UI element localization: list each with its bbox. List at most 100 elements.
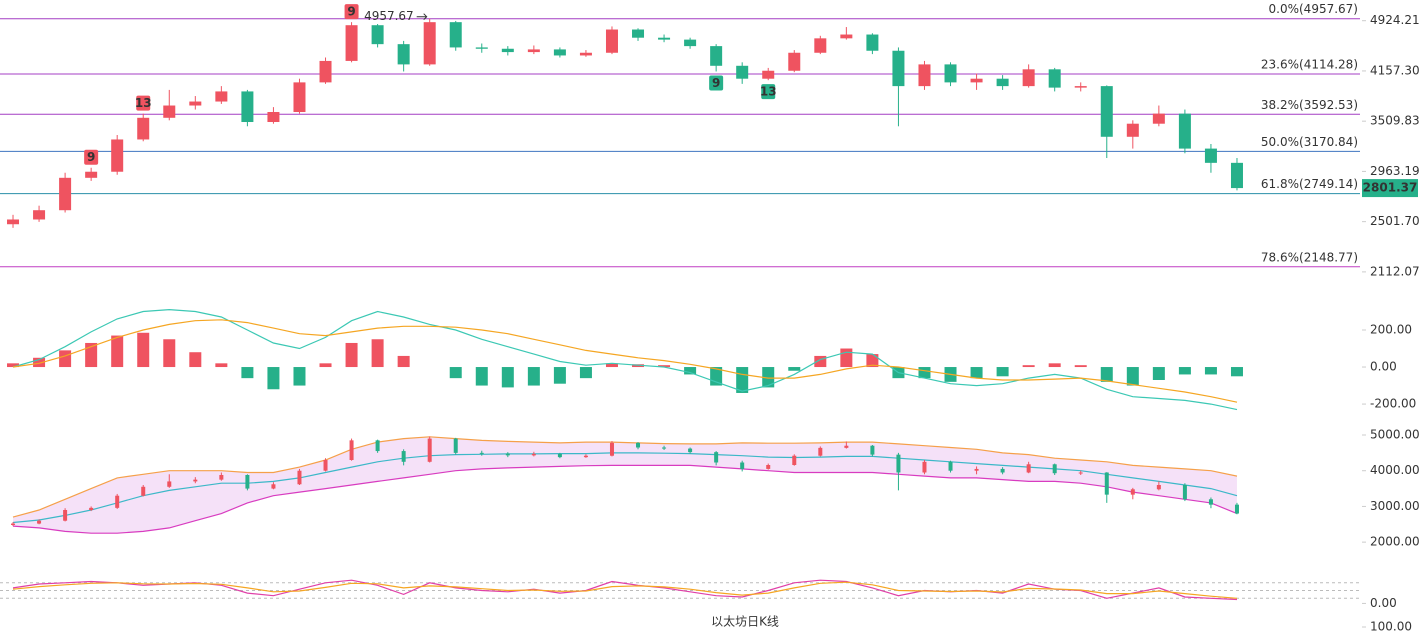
macd-bar (85, 342, 98, 368)
macd-bar (1048, 363, 1061, 368)
fib-label: 0.0%(4957.67) (1269, 2, 1358, 16)
candle-body (189, 101, 202, 106)
macd-bar (814, 355, 827, 368)
macd-bar (267, 367, 280, 390)
td-marker (344, 4, 359, 20)
candle-body (736, 65, 749, 79)
mini-candle-body (167, 481, 172, 487)
candle-body (397, 44, 410, 65)
candle-body (632, 29, 645, 38)
candle-body (7, 219, 20, 225)
mini-candle-body (115, 495, 120, 508)
td-marker (136, 95, 151, 111)
mini-candle-body (818, 447, 823, 456)
candle-body (527, 49, 540, 53)
candle-body (892, 50, 905, 87)
mini-candle-body (63, 510, 68, 521)
candle-body (605, 29, 618, 53)
mini-candle-body (609, 442, 614, 456)
mini-candle-body (479, 452, 484, 454)
candle-body (137, 117, 150, 140)
td-marker (761, 84, 776, 100)
y-tick-label: 4157.30 (1370, 63, 1420, 77)
band-line (12, 464, 1238, 534)
candle-body (658, 37, 671, 40)
candle-body (814, 38, 827, 53)
macd-bar (684, 367, 697, 375)
mini-candle-body (375, 440, 380, 452)
last-price-label: 2801.37 (1363, 181, 1418, 195)
candle-body (475, 47, 488, 49)
macd-bar (1074, 365, 1087, 368)
band-line (12, 452, 1238, 524)
macd-bar (1204, 367, 1217, 375)
td-marker (709, 75, 724, 91)
candle-body (449, 22, 462, 48)
candle-body (970, 78, 983, 83)
candle-body (501, 48, 514, 53)
candle-body (788, 52, 801, 71)
macd-bar (397, 355, 410, 368)
y-tick-label: 100.00 (1370, 620, 1412, 634)
mini-candle-body (453, 438, 458, 453)
candle-body (1230, 162, 1243, 189)
candle-body (1048, 69, 1061, 88)
macd-bar (1152, 367, 1165, 380)
mini-candle-body (193, 479, 198, 482)
macd-bar (163, 339, 176, 368)
candle-body (866, 34, 879, 51)
td-marker (84, 149, 99, 165)
candle-body (918, 64, 931, 87)
fib-label: 61.8%(2749.14) (1261, 177, 1358, 191)
td-label: 13 (760, 85, 777, 99)
mini-candle-body (427, 438, 432, 462)
candle-body (710, 46, 723, 66)
macd-bar (111, 335, 124, 368)
mini-candle-body (141, 486, 146, 496)
mini-candle-body (297, 470, 302, 485)
candle-body (684, 39, 697, 47)
y-tick-label: 4924.21 (1370, 13, 1420, 27)
candle-body (1100, 86, 1113, 137)
mini-candle-body (323, 460, 328, 471)
mini-candle-body (1026, 464, 1031, 473)
mini-candle-body (1000, 468, 1005, 473)
macd-bar (215, 363, 228, 368)
mini-candle-body (557, 453, 562, 458)
mini-candle-body (740, 462, 745, 469)
mini-candle-body (1104, 472, 1109, 495)
mini-candle-body (1130, 489, 1135, 495)
td-label: 9 (87, 150, 95, 164)
macd-bar (1126, 367, 1139, 386)
td-label: 9 (347, 5, 355, 19)
mini-candle-body (271, 484, 276, 489)
mini-candle-body (1234, 504, 1239, 514)
mini-candle-body (922, 461, 927, 473)
mini-candle-body (531, 453, 536, 456)
mini-candle-body (505, 453, 510, 456)
macd-bar (840, 348, 853, 368)
macd-bar (189, 352, 202, 368)
macd-bar (970, 367, 983, 379)
macd-bar (293, 367, 306, 386)
macd-bar (553, 367, 566, 384)
candle-body (163, 105, 176, 118)
y-tick-label: 200.00 (1370, 323, 1412, 337)
candle-body (579, 52, 592, 56)
mini-candle-body (245, 475, 250, 489)
macd-bar (1022, 365, 1035, 368)
high-annotation: 4957.67 (364, 9, 414, 23)
mini-candle-body (792, 455, 797, 465)
y-tick-label: 2112.07 (1370, 264, 1420, 278)
candle-body (241, 91, 254, 123)
mini-candle-body (870, 445, 875, 455)
y-tick-label: 0.00 (1370, 596, 1397, 610)
mini-candle-body (766, 465, 771, 469)
macd-bar (788, 367, 801, 371)
candle-body (1204, 148, 1217, 163)
mini-candle-body (1052, 464, 1057, 474)
candle-body (762, 70, 775, 79)
y-tick-label: 4000.00 (1370, 463, 1420, 477)
